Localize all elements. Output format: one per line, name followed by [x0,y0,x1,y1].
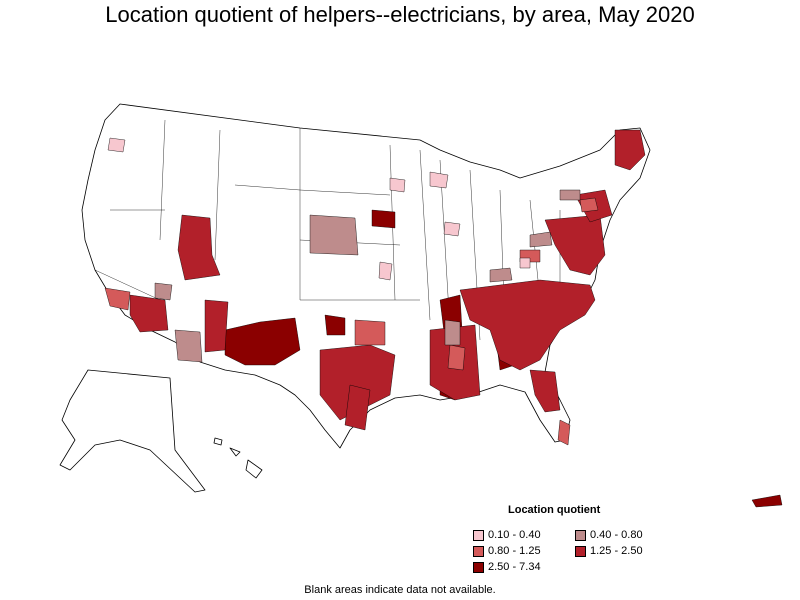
legend-label: 0.10 - 0.40 [488,529,541,541]
legend-item: 1.25 - 2.50 [575,544,643,558]
legend-swatch [473,561,484,573]
legend-item: 0.10 - 0.40 [473,528,541,542]
footnote: Blank areas indicate data not available. [304,584,496,596]
hawaii-outline [213,437,263,479]
legend-swatch [575,529,586,541]
legend-swatch [575,545,586,557]
legend-item: 2.50 - 7.34 [473,560,541,574]
legend-title: Location quotient [508,504,601,516]
legend-swatch [473,529,484,541]
alaska-outline [59,369,206,493]
legend-item: 0.40 - 0.80 [575,528,643,542]
page-title: Location quotient of helpers--electricia… [105,2,695,27]
legend-swatch [473,545,484,557]
legend-label: 0.80 - 1.25 [488,545,541,557]
legend-item: 0.80 - 1.25 [473,544,541,558]
legend-label: 1.25 - 2.50 [590,545,643,557]
legend-label: 0.40 - 0.80 [590,529,643,541]
legend-label: 2.50 - 7.34 [488,561,541,573]
